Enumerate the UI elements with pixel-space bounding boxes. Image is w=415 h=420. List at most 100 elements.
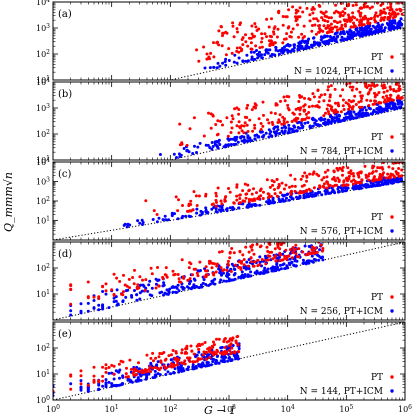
point-pt-icm (145, 375, 148, 379)
point-pt (374, 99, 378, 103)
point-pt (92, 380, 96, 384)
point-pt-icm (346, 186, 350, 190)
point-pt (211, 202, 215, 206)
point-pt-icm (268, 199, 272, 203)
point-pt-icm (243, 138, 246, 142)
point-pt (338, 20, 342, 24)
point-pt (250, 24, 254, 28)
point-pt (316, 88, 320, 92)
point-pt-icm (364, 108, 368, 112)
point-pt (204, 269, 207, 273)
point-pt-icm (295, 259, 299, 263)
point-pt-icm (189, 215, 193, 218)
point-pt-icm (245, 205, 249, 209)
point-pt (351, 182, 355, 186)
point-pt (314, 17, 318, 21)
point-pt (246, 183, 250, 187)
point-pt-icm (86, 309, 90, 313)
point-pt (396, 94, 400, 98)
point-pt-icm (363, 105, 367, 109)
point-pt (232, 201, 236, 205)
point-pt (156, 266, 159, 269)
point-pt (353, 16, 357, 20)
point-pt (218, 250, 221, 254)
point-pt-icm (161, 218, 165, 222)
point-pt-icm (258, 260, 262, 264)
point-pt-icm (137, 367, 141, 371)
point-pt (265, 17, 269, 21)
point-pt (253, 126, 257, 130)
point-pt (213, 262, 216, 266)
point-pt (359, 170, 363, 174)
point-pt (238, 197, 242, 200)
point-pt-icm (234, 356, 237, 360)
point-pt-icm (354, 112, 358, 116)
point-pt (230, 51, 234, 55)
point-pt-icm (133, 289, 136, 292)
point-pt (315, 172, 319, 176)
point-pt (311, 92, 315, 96)
point-pt (162, 351, 166, 354)
point-pt-icm (335, 115, 339, 119)
point-pt-icm (368, 107, 372, 111)
point-pt-icm (101, 290, 105, 293)
point-pt-icm (69, 313, 73, 317)
point-pt (382, 7, 386, 11)
point-pt (314, 32, 318, 36)
point-pt (266, 249, 270, 253)
point-pt-icm (245, 260, 249, 264)
legend-pt-label: PT (371, 213, 383, 223)
point-pt-icm (182, 147, 186, 150)
point-pt (301, 10, 305, 14)
point-pt (277, 118, 281, 122)
point-pt-icm (307, 37, 311, 41)
point-pt (120, 292, 123, 296)
point-pt (236, 343, 240, 347)
point-pt (320, 249, 324, 253)
point-pt (204, 265, 208, 269)
point-pt-icm (250, 203, 254, 207)
legend-pt-marker (390, 215, 394, 219)
point-pt (344, 101, 348, 105)
point-pt-icm (391, 179, 395, 183)
point-pt (220, 202, 224, 206)
point-pt (340, 167, 343, 171)
point-pt (234, 263, 237, 267)
point-pt (267, 195, 271, 199)
point-pt (286, 106, 290, 110)
point-pt-icm (275, 267, 279, 271)
point-pt (117, 362, 121, 366)
point-pt-icm (195, 285, 199, 289)
point-pt (384, 75, 387, 78)
point-pt (312, 186, 316, 190)
point-pt-icm (216, 61, 220, 65)
point-pt-icm (244, 59, 248, 63)
point-pt-icm (249, 274, 253, 278)
point-pt (101, 284, 105, 288)
point-pt (381, 86, 385, 90)
point-pt (299, 191, 303, 195)
point-pt (212, 55, 216, 59)
point-pt (355, 87, 359, 91)
point-pt-icm (397, 20, 401, 24)
point-pt (112, 364, 116, 368)
point-pt (267, 121, 271, 125)
point-pt-icm (248, 138, 252, 142)
point-pt (212, 343, 216, 347)
point-pt-icm (153, 369, 157, 373)
point-pt-icm (178, 155, 182, 159)
point-pt-icm (186, 368, 190, 372)
point-pt-icm (203, 66, 207, 70)
point-pt-icm (317, 258, 321, 262)
point-pt (302, 109, 306, 113)
point-pt-icm (140, 289, 144, 293)
point-pt-icm (260, 56, 264, 60)
point-pt (294, 119, 298, 123)
point-pt (359, 181, 362, 185)
point-pt-icm (323, 117, 327, 121)
point-pt-icm (329, 35, 333, 39)
point-pt-icm (330, 118, 334, 121)
point-pt (69, 374, 73, 378)
point-pt (324, 10, 328, 14)
point-pt (382, 100, 386, 104)
